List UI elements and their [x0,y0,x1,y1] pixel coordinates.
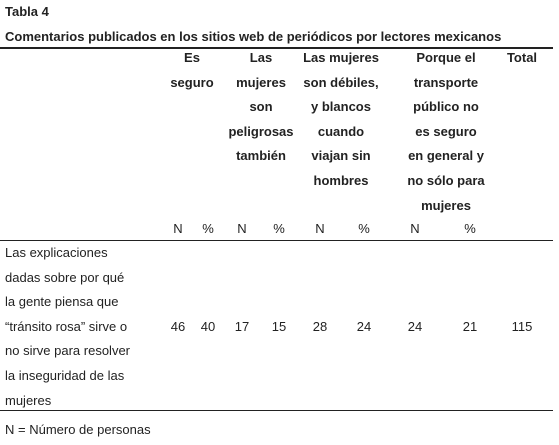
column-header: cuando [317,123,365,139]
row-label: la inseguridad de las [5,368,125,383]
column-header: Es [184,50,200,65]
column-header: viajan sin [311,148,371,164]
column-header: es seguro [415,123,477,139]
column-header: son débiles, [303,74,379,90]
row-label: Las explicaciones [5,245,108,260]
row-label: dadas sobre por qué [5,269,125,285]
column-header: en general y [408,148,484,164]
cell: 17 [234,318,250,334]
table-caption: Comentarios publicados en los sitios web… [5,29,502,44]
row-label: no sirve para resolver [5,343,130,359]
column-header: también [236,148,286,164]
column-header: hombres [313,173,369,188]
cell: 115 [511,318,533,334]
cell: 15 [271,318,287,334]
cell: 24 [356,318,372,334]
subheader: % [273,221,285,236]
subheader: % [464,221,476,236]
column-header: público no [413,99,479,115]
column-header: Total [506,50,538,65]
row-label: “tránsito rosa” sirve o [5,318,128,334]
column-header: mujeres [421,197,471,213]
footnote: N = Número de personas [5,422,151,437]
column-header: Las mujeres [303,50,379,65]
column-header: peligrosas [228,123,294,139]
bottom-rule [0,410,553,411]
cell: 28 [312,318,328,334]
table-number: Tabla 4 [5,4,49,19]
column-header: son [249,99,273,115]
cell: 21 [462,318,478,334]
cell: 46 [170,318,186,334]
row-label: mujeres [5,392,52,408]
column-header: y blancos [311,99,371,115]
column-header: Las [249,50,273,65]
subheader: N [237,221,247,236]
subheader: % [358,221,370,236]
column-header: transporte [413,74,479,90]
top-rule [0,47,553,49]
column-header: no sólo para [407,173,485,188]
subheader: N [173,221,183,236]
cell: 40 [200,318,216,334]
cell: 24 [407,318,423,334]
column-header: mujeres [236,74,286,90]
row-label: la gente piensa que [5,294,119,310]
subheader: N [315,221,325,236]
column-header: Porque el [416,50,476,65]
column-header: seguro [170,74,214,90]
subheader: % [202,221,214,236]
subheader: N [410,221,420,236]
header-rule [0,240,553,241]
